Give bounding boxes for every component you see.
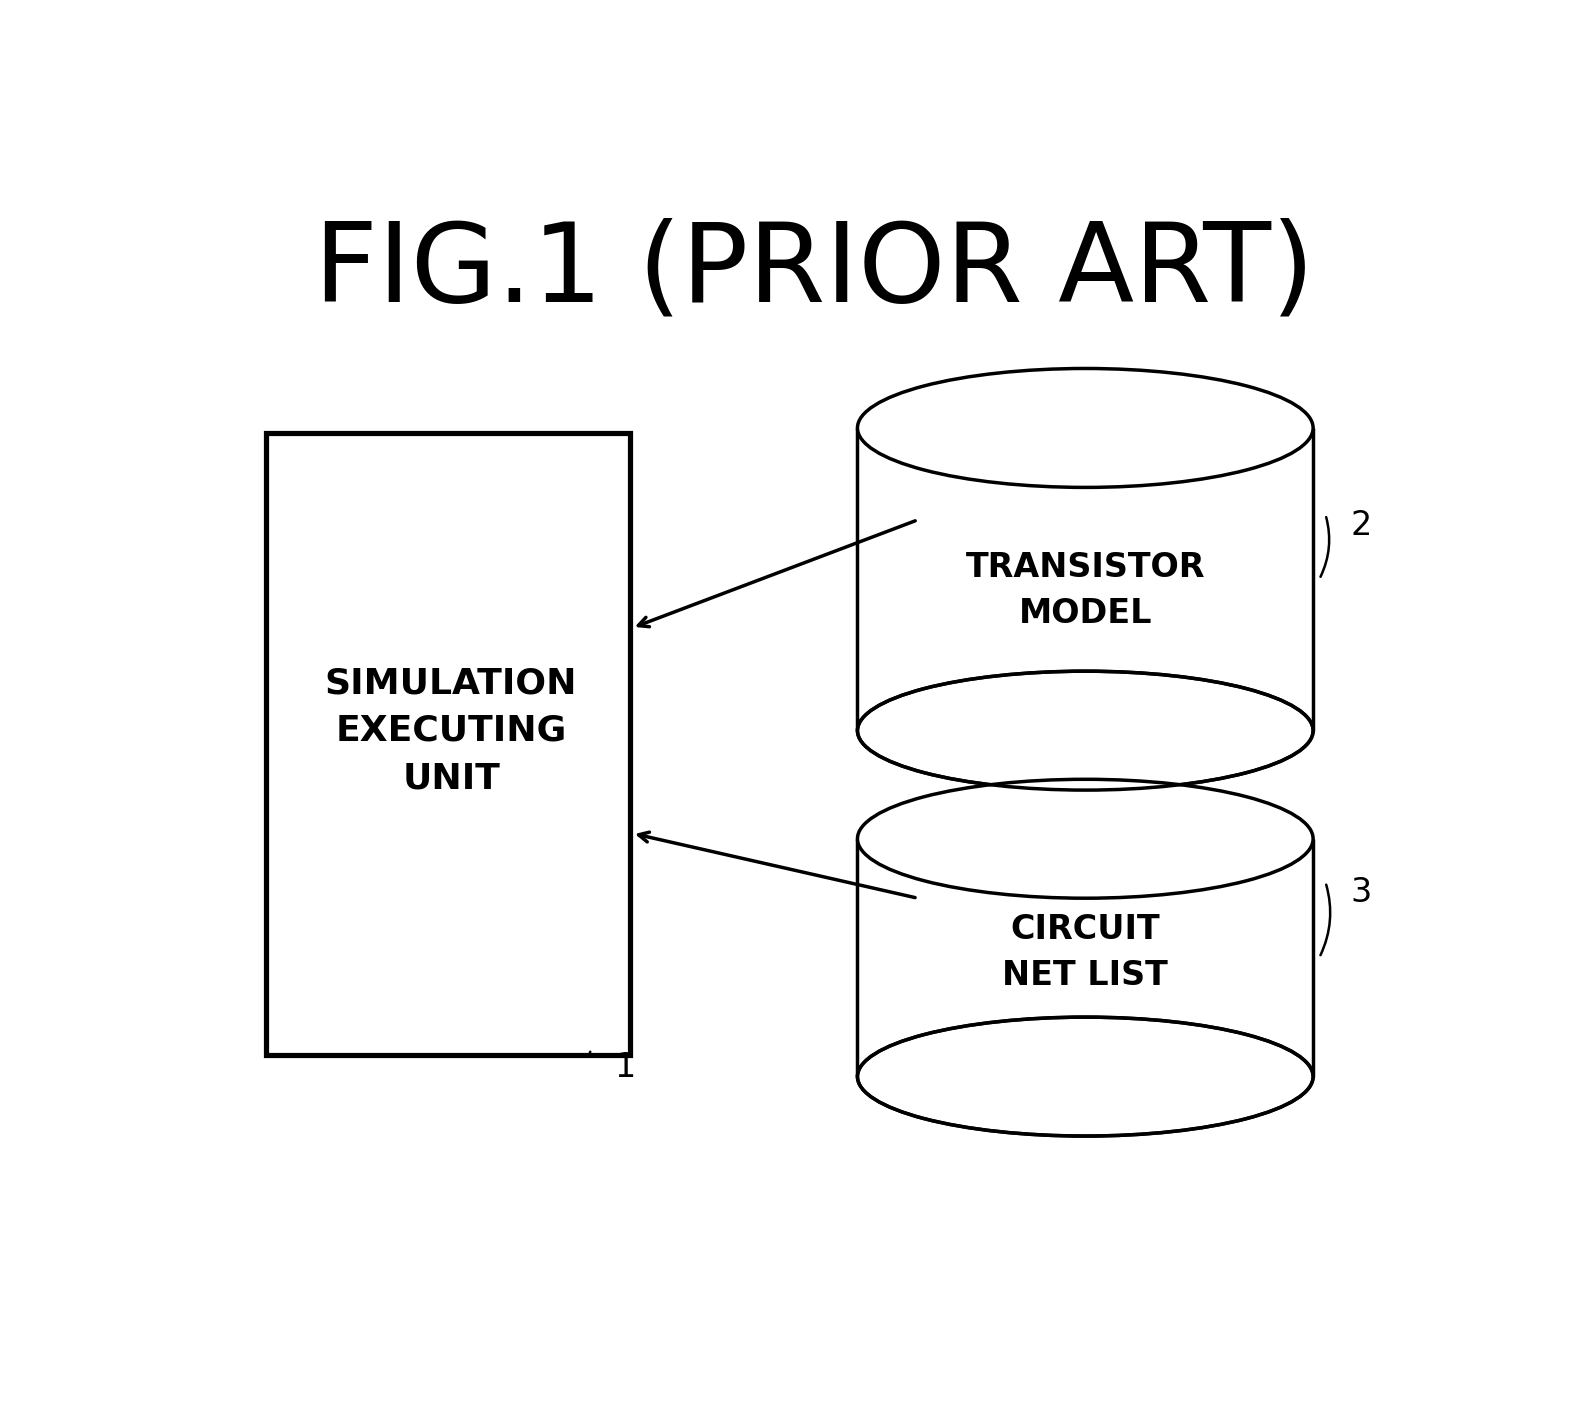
Text: FIG.1 (PRIOR ART): FIG.1 (PRIOR ART) [315,218,1314,324]
Bar [858,428,1313,730]
Bar [858,838,1313,1077]
Ellipse shape [858,671,1313,790]
Text: 1: 1 [615,1052,636,1084]
Text: TRANSISTOR
MODEL: TRANSISTOR MODEL [966,550,1204,629]
Text: 3: 3 [1351,876,1371,910]
Text: SIMULATION
EXECUTING
UNIT: SIMULATION EXECUTING UNIT [324,665,577,795]
Ellipse shape [858,1016,1313,1136]
Bar [267,434,629,1054]
Ellipse shape [858,779,1313,899]
Text: CIRCUIT
NET LIST: CIRCUIT NET LIST [1003,913,1168,991]
Text: 2: 2 [1351,508,1371,542]
Ellipse shape [858,368,1313,487]
